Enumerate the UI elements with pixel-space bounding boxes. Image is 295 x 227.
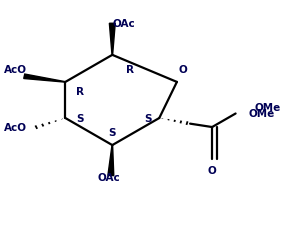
Text: OAc: OAc [113, 19, 135, 29]
Polygon shape [108, 145, 114, 176]
Text: OMe: OMe [249, 109, 275, 118]
Text: AcO: AcO [4, 64, 27, 74]
Text: S: S [144, 114, 151, 124]
Text: AcO: AcO [4, 123, 27, 133]
Polygon shape [109, 23, 115, 55]
Polygon shape [24, 74, 65, 82]
Text: S: S [109, 128, 116, 138]
Text: O: O [178, 64, 187, 74]
Text: OMe: OMe [255, 103, 281, 113]
Text: O: O [208, 166, 217, 176]
Text: S: S [76, 114, 84, 124]
Text: R: R [126, 64, 134, 74]
Text: OAc: OAc [98, 173, 121, 183]
Text: R: R [76, 87, 84, 97]
